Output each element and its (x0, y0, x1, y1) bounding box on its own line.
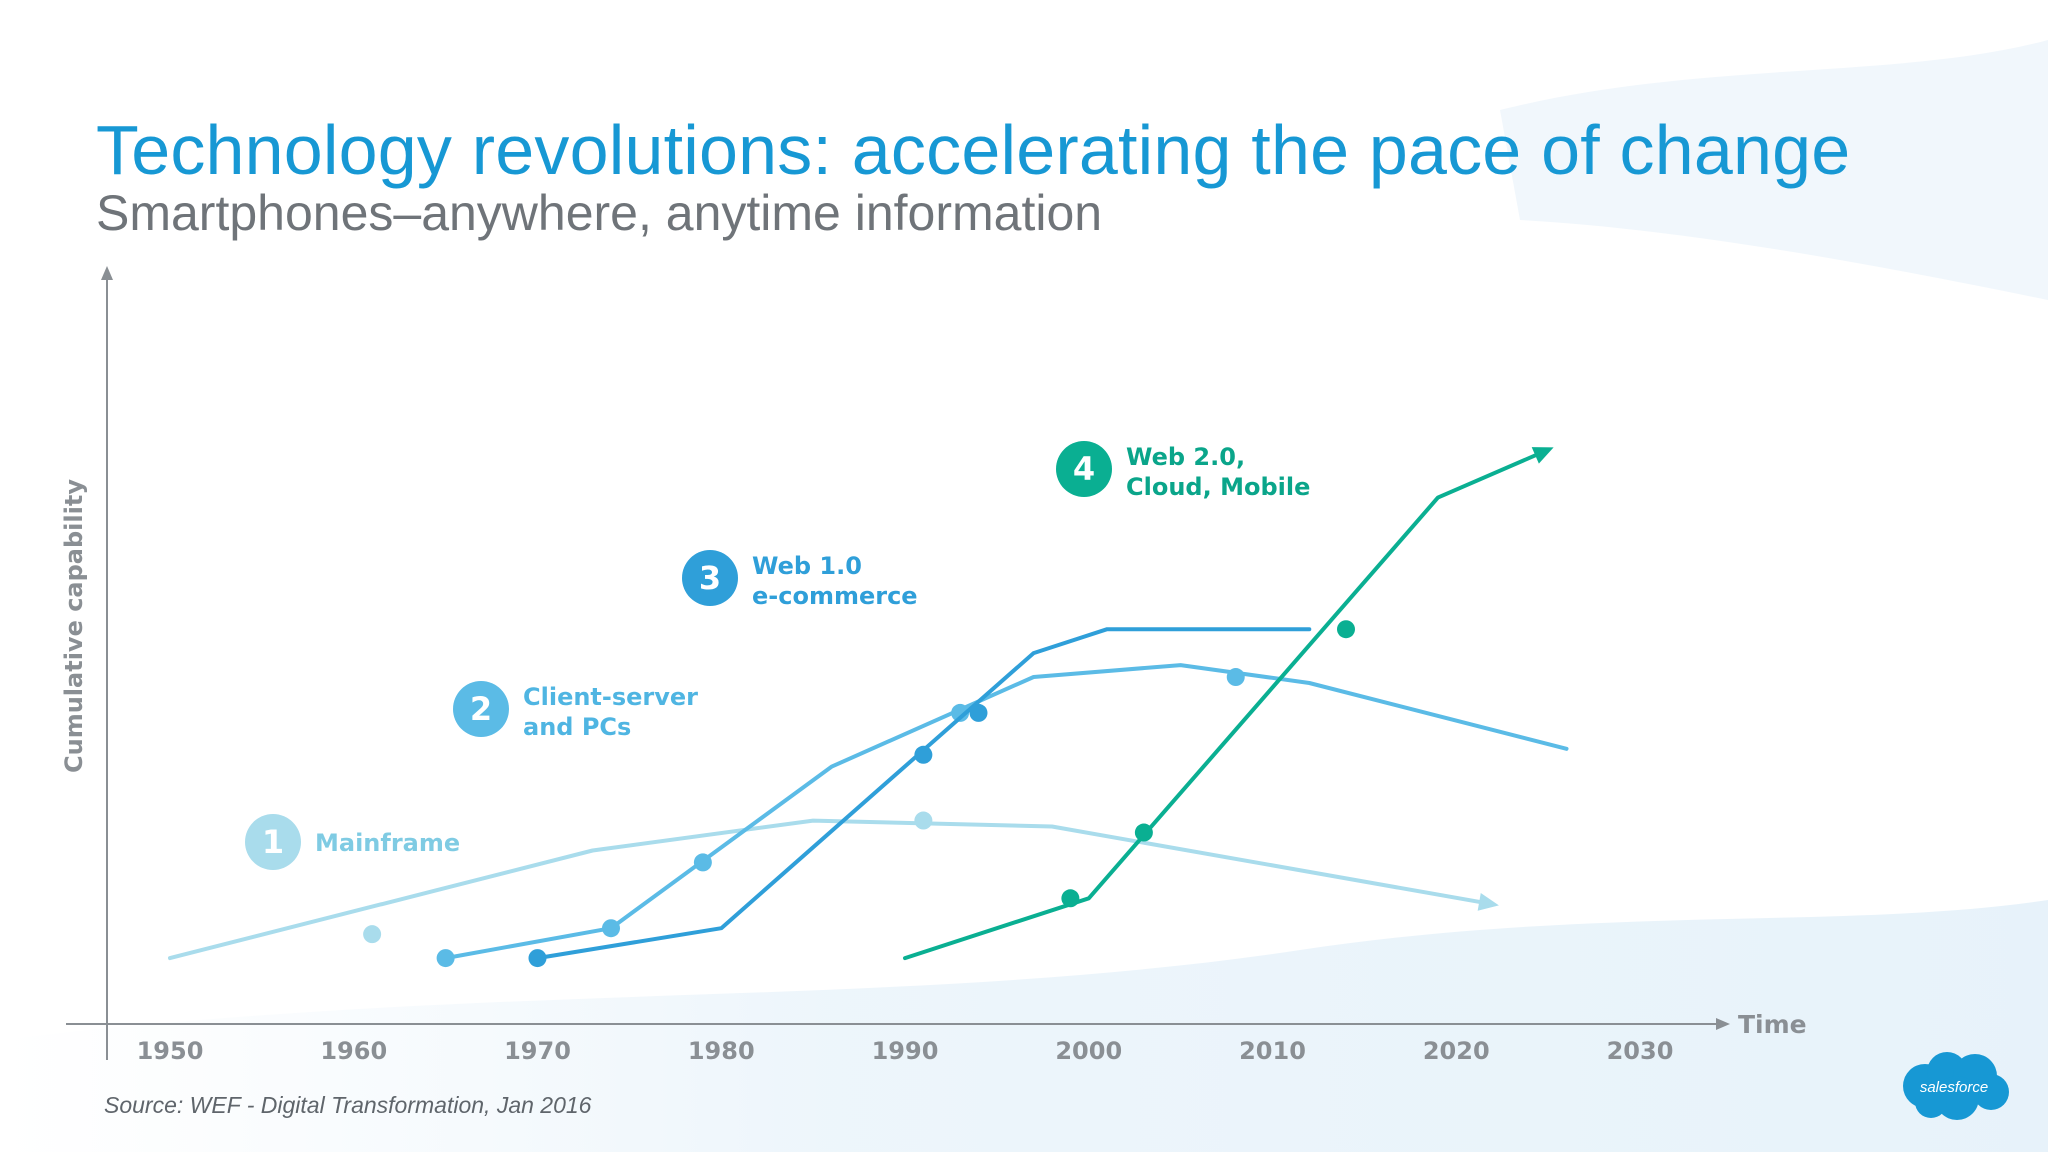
series-marker (363, 925, 382, 944)
series-2 (436, 663, 1569, 968)
x-tick-label: 1950 (137, 1037, 204, 1065)
callout-label: Client-server (523, 683, 698, 711)
x-tick-label: 1970 (504, 1037, 571, 1065)
series-marker (914, 745, 933, 764)
callout-label: Web 1.0 (752, 552, 862, 580)
x-tick-label: 2000 (1055, 1037, 1122, 1065)
callout-label: Cloud, Mobile (1126, 473, 1310, 501)
x-tick-label: 2030 (1607, 1037, 1674, 1065)
series-marker (951, 703, 970, 722)
series-marker (1134, 823, 1153, 842)
callout-3: 3 Web 1.0e-commerce (682, 550, 918, 610)
series-line (535, 627, 1312, 961)
callout-label: Web 2.0, (1126, 443, 1245, 471)
y-axis-arrowhead (101, 266, 113, 280)
series-3 (528, 627, 1312, 968)
series-line (903, 447, 1551, 961)
source-note: Source: WEF - Digital Transformation, Ja… (104, 1092, 592, 1118)
salesforce-logo: salesforce (1903, 1052, 2009, 1120)
callout-1: 1 Mainframe (245, 814, 460, 870)
series-marker (914, 811, 933, 830)
series-4 (903, 447, 1554, 961)
series-marker (1337, 620, 1355, 639)
callout-4: 4 Web 2.0,Cloud, Mobile (1056, 441, 1310, 501)
series-1 (168, 811, 1499, 961)
svg-text:salesforce: salesforce (1920, 1079, 1988, 1096)
series-marker (602, 919, 620, 938)
callout-label: Mainframe (315, 829, 460, 857)
y-axis-label: Cumulative capability (60, 479, 88, 773)
slide-title: Technology revolutions: accelerating the… (96, 111, 1851, 189)
series-marker (436, 949, 455, 968)
series-marker (1061, 889, 1080, 908)
series-marker (693, 853, 712, 872)
slide-subtitle: Smartphones–anywhere, anytime informatio… (96, 185, 1103, 241)
callout-badge (682, 550, 738, 606)
series-arrowhead (1477, 892, 1499, 911)
callout-number: 4 (1073, 450, 1095, 488)
callout-number: 1 (262, 823, 284, 861)
x-axis-arrowhead (1716, 1018, 1730, 1030)
series-marker (969, 703, 988, 722)
callout-badge (453, 681, 509, 737)
callout-label: e-commerce (752, 582, 918, 610)
x-tick-label: 1990 (872, 1037, 939, 1065)
x-tick-label: 1960 (320, 1037, 387, 1065)
callout-label: and PCs (523, 713, 631, 741)
series-marker (528, 949, 547, 968)
callout-number: 2 (470, 690, 492, 728)
series-line (168, 818, 1495, 961)
callout-number: 3 (699, 559, 721, 597)
series-arrowhead (1531, 447, 1554, 464)
callout-badge (245, 814, 301, 870)
x-axis-label: Time (1738, 1010, 1807, 1039)
callout-badge (1056, 441, 1112, 497)
x-tick-label: 1980 (688, 1037, 755, 1065)
series-marker (1226, 668, 1245, 687)
x-tick-label: 2020 (1423, 1037, 1490, 1065)
x-tick-label: 2010 (1239, 1037, 1306, 1065)
